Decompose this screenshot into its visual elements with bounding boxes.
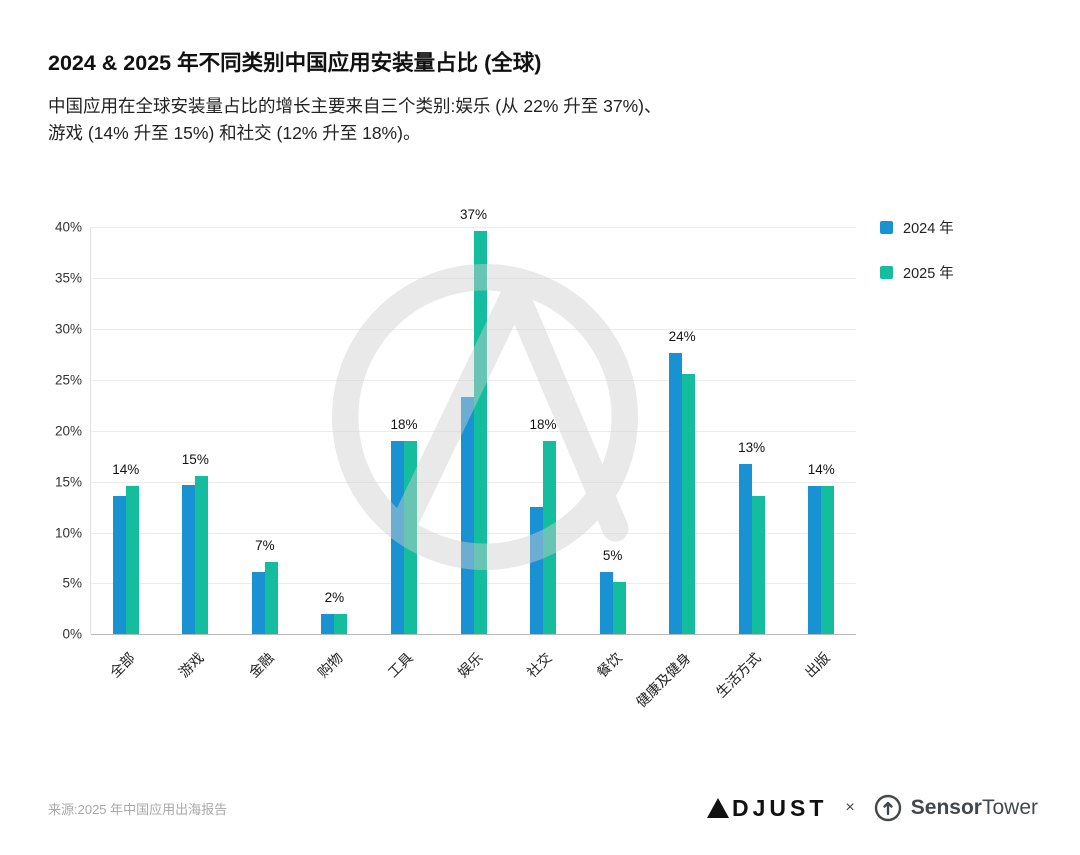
chart-legend: 2024 年 2025 年 — [880, 217, 954, 307]
bar-2024 年-工具 — [390, 440, 404, 635]
x-tick-label: 出版 — [801, 649, 833, 681]
gridline — [91, 634, 856, 636]
sensortower-logo: SensorTower — [873, 793, 1038, 823]
bar-2024 年-餐饮 — [599, 572, 613, 635]
brand-logos: DJUST × SensorTower — [706, 793, 1038, 823]
sensortower-logo-text-tower: Tower — [981, 796, 1038, 819]
bar-value-label: 7% — [255, 538, 275, 554]
bar-chart: 0% 5% 10% 15% 20% 25% 30% 35% 40% 14% 15% 7% 2% 18% 3… — [48, 175, 1032, 741]
bar-2024 年-金融 — [251, 572, 265, 635]
bar-value-label: 14% — [807, 461, 835, 477]
bar-2025 年-娱乐 — [473, 231, 487, 635]
bar-value-label: 2% — [324, 589, 345, 605]
subtitle-line-2: 游戏 (14% 升至 15%) 和社交 (12% 升至 18%)。 — [48, 123, 421, 144]
bar-value-label: 18% — [529, 416, 557, 432]
bar-2025 年-生活方式 — [751, 495, 765, 635]
source-note: 来源:2025 年中国应用出海报告 — [48, 801, 228, 817]
bar-value-label: 5% — [602, 548, 623, 564]
bar-value-label: 14% — [112, 461, 140, 477]
bar-2025 年-购物 — [334, 613, 348, 635]
bar-2025 年-工具 — [403, 440, 417, 635]
x-tick-label: 游戏 — [175, 649, 208, 681]
y-tick-label: 20% — [54, 423, 82, 439]
bar-2025 年-金融 — [264, 562, 278, 635]
sensortower-icon — [874, 794, 901, 822]
bar-2024 年-全部 — [112, 495, 126, 635]
y-axis: 0% 5% 10% 15% 20% 25% 30% 35% 40% — [48, 220, 88, 642]
bar-2025 年-全部 — [125, 485, 139, 635]
y-tick-label: 10% — [54, 525, 82, 540]
bar-value-label: 24% — [668, 329, 696, 345]
x-tick-label: 生活方式 — [712, 649, 764, 701]
gridline — [91, 227, 856, 229]
bar-2025 年-社交 — [543, 440, 557, 635]
y-tick-label: 0% — [62, 626, 82, 642]
bar-value-label: 15% — [181, 451, 209, 467]
legend-item-2025 年: 2025 年 — [880, 262, 954, 283]
adjust-logo-text: DJUST — [732, 794, 828, 821]
x-tick-label: 娱乐 — [454, 649, 486, 681]
x-tick-label: 全部 — [106, 649, 138, 681]
x-tick-label: 购物 — [315, 649, 347, 681]
x-tick-label: 餐饮 — [593, 649, 625, 681]
bar-2025 年-游戏 — [195, 475, 209, 635]
bar-value-label: 37% — [459, 207, 488, 223]
x-axis: 全部 游戏 金融 购物 工具 娱乐 社交 餐饮 健康及健身 生活方式 出版 — [90, 634, 855, 739]
adjust-logo: DJUST — [706, 795, 827, 822]
page-title: 2024 & 2025 年不同类别中国应用安装量占比 (全球) — [48, 51, 542, 75]
bar-2025 年-出版 — [821, 485, 835, 635]
y-tick-label: 35% — [54, 270, 82, 286]
subtitle-line-1: 中国应用在全球安装量占比的增长主要来自三个类别:娱乐 (从 22% 升至 37%… — [48, 96, 662, 116]
logo-separator: × — [845, 799, 855, 816]
legend-label: 2024 年 — [903, 221, 954, 238]
plot-area: 14% 15% 7% 2% 18% 37% 18% 5% 24% 13% 14% — [90, 207, 856, 636]
bar-2025 年-健康及健身 — [682, 373, 696, 635]
legend-swatch — [880, 266, 893, 280]
x-tick-label: 健康及健身 — [633, 649, 694, 711]
bar-value-label: 13% — [738, 440, 766, 456]
legend-swatch — [880, 221, 893, 235]
y-tick-label: 25% — [54, 372, 82, 388]
x-tick-label: 金融 — [245, 649, 277, 681]
bar-2024 年-娱乐 — [460, 397, 474, 635]
bar-value-label: 18% — [390, 416, 418, 432]
bar-2024 年-健康及健身 — [669, 353, 683, 635]
bar-2024 年-生活方式 — [738, 464, 752, 635]
x-tick-label: 社交 — [523, 649, 555, 681]
bar-2025 年-餐饮 — [612, 582, 626, 635]
y-tick-label: 15% — [54, 474, 82, 490]
adjust-triangle-a-icon — [707, 798, 730, 818]
y-tick-label: 30% — [54, 321, 82, 337]
y-tick-label: 5% — [62, 575, 82, 591]
bar-2024 年-游戏 — [182, 484, 196, 635]
page-footer: 来源:2025 年中国应用出海报告 DJUST × SensorTower — [48, 793, 1038, 823]
bar-2024 年-购物 — [321, 613, 335, 635]
sensortower-logo-text-sensor: Sensor — [910, 796, 982, 819]
legend-label: 2025 年 — [903, 266, 954, 283]
bar-2024 年-出版 — [808, 485, 822, 635]
y-tick-label: 40% — [54, 219, 82, 235]
x-tick-label: 工具 — [384, 649, 416, 681]
legend-item-2024 年: 2024 年 — [880, 217, 954, 238]
bar-2024 年-社交 — [530, 507, 544, 635]
